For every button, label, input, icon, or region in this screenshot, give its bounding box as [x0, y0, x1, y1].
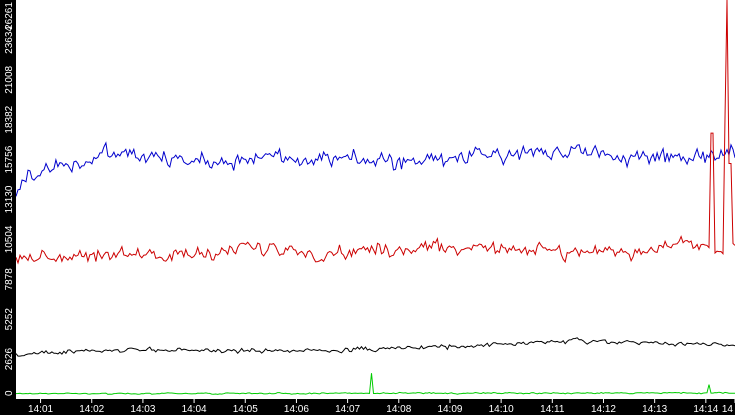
y-tick-label: 13130 [4, 185, 15, 213]
y-tick-label: 10504 [4, 225, 15, 253]
x-axis-band [0, 399, 735, 415]
y-axis-band [0, 0, 16, 415]
series-line-2 [15, 0, 735, 265]
y-tick-label: 18382 [4, 105, 15, 133]
x-tick-label: 14:09 [437, 404, 462, 415]
series-line-4 [15, 373, 735, 395]
series-line-1 [15, 141, 735, 197]
y-tick-label: 15756 [4, 145, 15, 173]
x-tick-label: 14:12 [591, 404, 616, 415]
y-tick-label: 2626 [4, 348, 15, 371]
y-tick-label: 26261 [4, 2, 15, 30]
y-tick-label: 5252 [4, 308, 15, 331]
x-tick-label: 14:02 [79, 404, 104, 415]
x-axis-ticks: 14:01 14:02 14:03 14:04 14:05 14:06 14:07 14:08… [28, 399, 735, 415]
x-tick-label: 14:05 [233, 404, 258, 415]
x-tick-label: 14:03 [130, 404, 155, 415]
series-line-3 [15, 337, 735, 357]
x-tick-label: 14:07 [335, 404, 360, 415]
y-axis-ticks: 0 2626 5252 7878 10504 13130 15756 18382 21008 23… [4, 2, 15, 396]
y-tick-label: 0 [4, 390, 15, 396]
y-tick-label: 7878 [4, 268, 15, 291]
x-tick-label: 14 [722, 404, 734, 415]
x-tick-label: 14:11 [540, 404, 565, 415]
x-tick-label: 14:14 [693, 404, 718, 415]
y-tick-label: 23634 [4, 26, 15, 54]
series-layer [15, 0, 735, 395]
x-tick-label: 14:08 [386, 404, 411, 415]
x-tick-label: 14:10 [489, 404, 514, 415]
x-tick-label: 14:06 [284, 404, 309, 415]
x-tick-label: 14:04 [182, 404, 207, 415]
y-tick-label: 21008 [4, 65, 15, 93]
x-tick-label: 14:13 [642, 404, 667, 415]
x-tick-label: 14:01 [28, 404, 53, 415]
